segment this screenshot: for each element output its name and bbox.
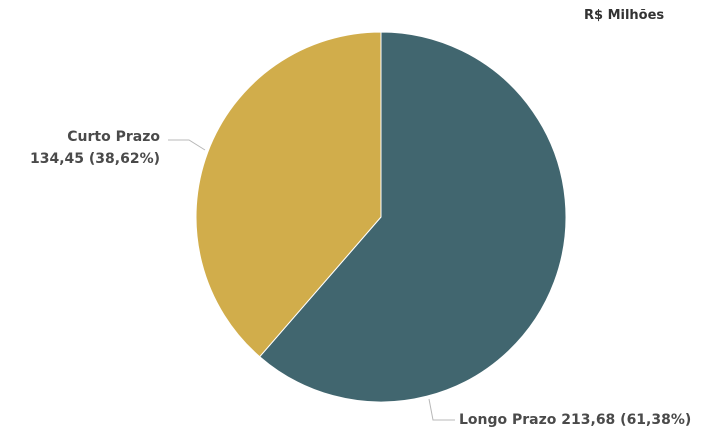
- pie-slice-longo-prazo: [259, 31, 567, 403]
- leader-line-curto-prazo: [168, 139, 206, 151]
- pie-slice-curto-prazo: [195, 31, 382, 358]
- slice-name-curto-prazo: Curto Prazo: [67, 129, 160, 145]
- slice-label-curto-prazo: Curto Prazo 134,45 (38,62%): [8, 126, 160, 170]
- slice-value-curto-prazo: 134,45 (38,62%): [29, 151, 160, 167]
- unit-label: R$ Milhões: [584, 8, 665, 23]
- leader-line-longo-prazo: [428, 398, 455, 421]
- slice-label-longo-prazo: Longo Prazo 213,68 (61,38%): [459, 412, 692, 428]
